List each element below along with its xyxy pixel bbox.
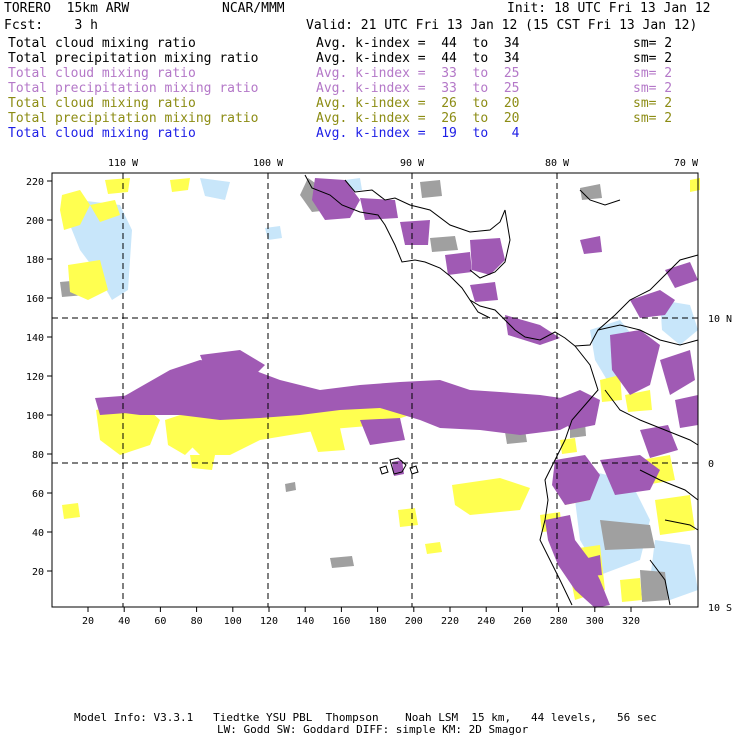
y-tick-label-0: 220 — [26, 177, 44, 188]
model-title: TORERO 15km ARW — [4, 1, 130, 16]
x-tick-label-3: 80 — [191, 616, 203, 627]
legend-sm-2: sm= 2 — [633, 66, 673, 81]
x-tick-label-13: 280 — [550, 616, 568, 627]
y-tick-label-5: 120 — [26, 372, 44, 383]
x-tick-label-12: 260 — [513, 616, 531, 627]
y-tick-label-3: 160 — [26, 294, 44, 305]
x-tick-label-4: 100 — [224, 616, 242, 627]
legend-kindex-0: Avg. k-index = 44 to 34 — [316, 36, 520, 51]
meridian-label-3: 80 W — [545, 158, 570, 169]
legend-field-4: Total cloud mixing ratio — [8, 96, 196, 111]
meridian-label-1: 100 W — [253, 158, 284, 169]
x-tick-label-2: 60 — [154, 616, 166, 627]
top-meridian-labels: 110 W 100 W 90 W 80 W 70 W — [108, 158, 699, 169]
legend-kindex-5: Avg. k-index = 26 to 20 — [316, 111, 520, 126]
legend-field-3: Total precipitation mixing ratio — [8, 81, 259, 96]
x-tick-label-0: 20 — [82, 616, 94, 627]
model-info-line: Model Info: V3.3.1 Tiedtke YSU PBL Thomp… — [74, 711, 657, 724]
y-tick-label-8: 60 — [32, 489, 44, 500]
y-tick-label-4: 140 — [26, 333, 44, 344]
legend-sm-3: sm= 2 — [633, 81, 673, 96]
graticule — [52, 173, 698, 607]
parallel-label-0: 10 N — [708, 314, 732, 325]
meridian-label-2: 90 W — [400, 158, 425, 169]
legend-kindex-2: Avg. k-index = 33 to 25 — [316, 66, 520, 81]
legend-field-6: Total cloud mixing ratio — [8, 126, 196, 141]
y-tick-label-10: 20 — [32, 567, 44, 578]
legend-sm-4: sm= 2 — [633, 96, 673, 111]
meridian-label-0: 110 W — [108, 158, 139, 169]
y-grid-ticks: 220 200 180 160 140 120 100 80 60 40 20 — [26, 177, 52, 578]
x-tick-label-14: 300 — [586, 616, 604, 627]
x-tick-label-1: 40 — [118, 616, 130, 627]
x-tick-label-8: 180 — [369, 616, 387, 627]
x-tick-label-7: 160 — [332, 616, 350, 627]
parallel-label-2: 10 S — [708, 603, 732, 614]
legend-field-1: Total precipitation mixing ratio — [8, 51, 259, 66]
x-grid-ticks: 20 40 60 80 100 120 140 160 180 200 220 240 260 280 30… — [82, 607, 640, 627]
valid-time: Valid: 21 UTC Fri 13 Jan 12 (15 CST Fri … — [306, 18, 698, 33]
right-parallel-labels: 10 N 0 10 S — [708, 314, 732, 614]
x-tick-label-5: 120 — [260, 616, 278, 627]
parallel-label-1: 0 — [708, 459, 714, 470]
coastlines — [304, 174, 699, 606]
y-tick-label-6: 100 — [26, 411, 44, 422]
legend-field-0: Total cloud mixing ratio — [8, 36, 196, 51]
physics-info-line: LW: Godd SW: Goddard DIFF: simple KM: 2D… — [217, 723, 529, 736]
legend-kindex-1: Avg. k-index = 44 to 34 — [316, 51, 520, 66]
legend-field-5: Total precipitation mixing ratio — [8, 111, 259, 126]
y-tick-label-9: 40 — [32, 528, 44, 539]
legend-sm-1: sm= 2 — [633, 51, 673, 66]
x-tick-label-6: 140 — [296, 616, 314, 627]
plot-frame — [51, 172, 699, 608]
legend-kindex-4: Avg. k-index = 26 to 20 — [316, 96, 520, 111]
legend-sm-0: sm= 2 — [633, 36, 673, 51]
cloud-fields — [60, 178, 700, 608]
legend-kindex-6: Avg. k-index = 19 to 4 — [316, 126, 520, 141]
x-tick-label-11: 240 — [477, 616, 495, 627]
x-tick-label-9: 200 — [405, 616, 423, 627]
y-tick-label-2: 180 — [26, 255, 44, 266]
y-tick-label-7: 80 — [32, 450, 44, 461]
legend-kindex-3: Avg. k-index = 33 to 25 — [316, 81, 520, 96]
x-tick-label-15: 320 — [622, 616, 640, 627]
y-tick-label-1: 200 — [26, 216, 44, 227]
center-label: NCAR/MMM — [222, 1, 285, 16]
legend-sm-5: sm= 2 — [633, 111, 673, 126]
init-time: Init: 18 UTC Fri 13 Jan 12 — [507, 1, 711, 16]
meridian-label-4: 70 W — [674, 158, 699, 169]
x-tick-label-10: 220 — [441, 616, 459, 627]
legend-field-2: Total cloud mixing ratio — [8, 66, 196, 81]
forecast-hour: Fcst: 3 h — [4, 18, 98, 33]
